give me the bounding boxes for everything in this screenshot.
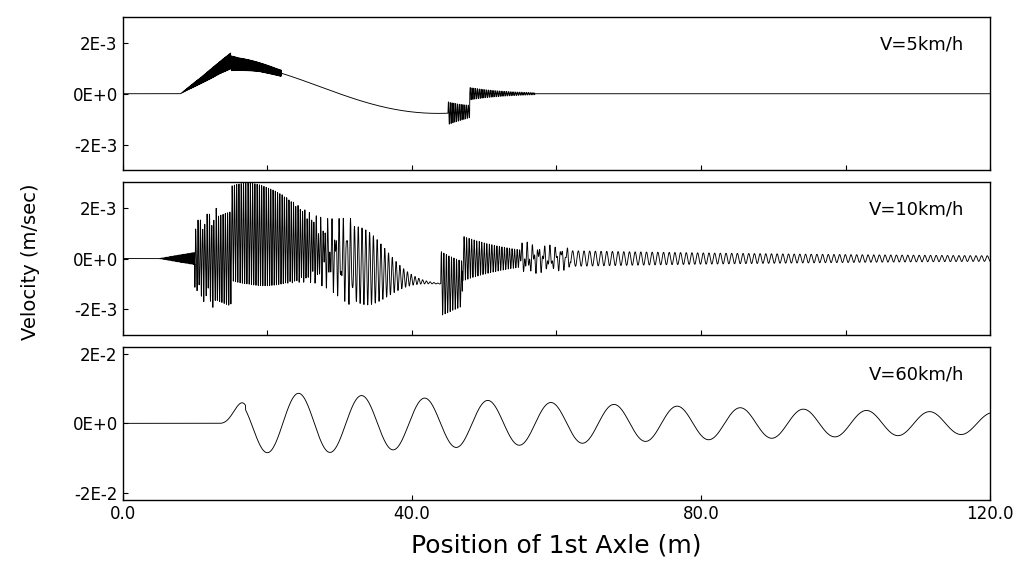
Text: Velocity (m/sec): Velocity (m/sec)	[21, 183, 40, 340]
Text: V=5km/h: V=5km/h	[880, 36, 964, 54]
Text: V=60km/h: V=60km/h	[869, 365, 964, 383]
X-axis label: Position of 1st Axle (m): Position of 1st Axle (m)	[411, 533, 701, 558]
Text: V=10km/h: V=10km/h	[869, 200, 964, 218]
